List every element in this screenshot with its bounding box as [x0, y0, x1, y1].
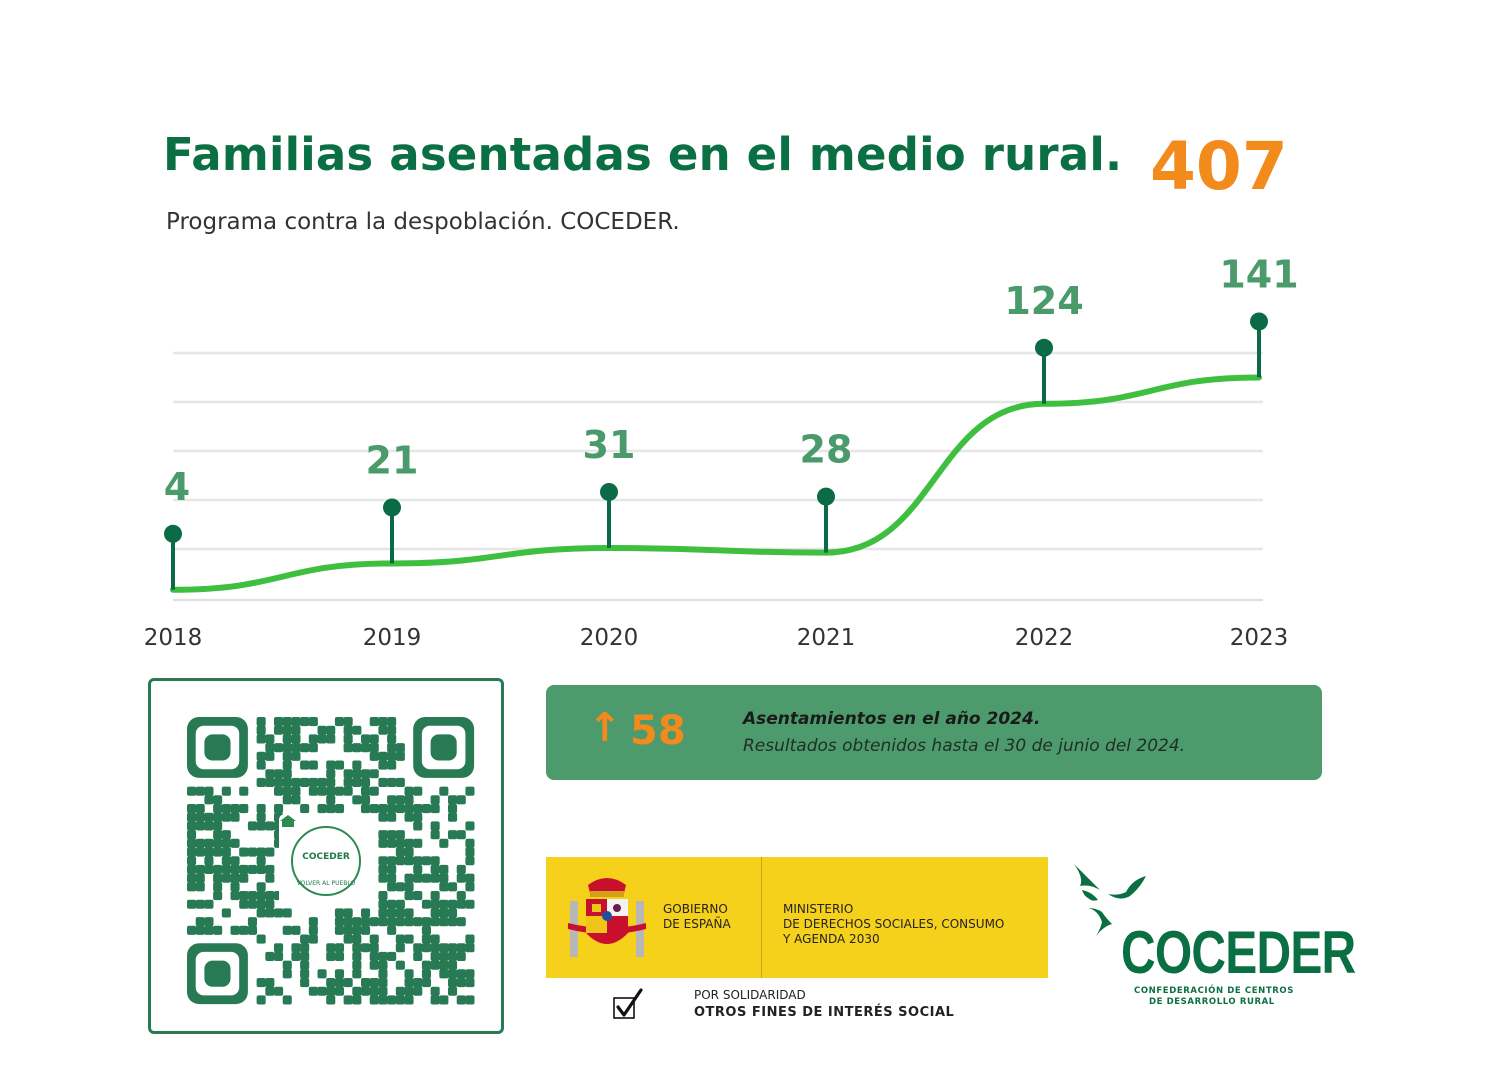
ministry-line3: Y AGENDA 2030 [783, 932, 880, 946]
government-logo: GOBIERNO DE ESPAÑA MINISTERIO DE DERECHO… [546, 857, 1048, 978]
data-point [383, 498, 401, 517]
qr-finder-pattern [187, 943, 248, 1005]
total-value: 407 [1150, 128, 1288, 205]
x-tick-label: 2018 [144, 625, 203, 651]
coceder-logo-text: COCEDER [1121, 919, 1356, 986]
arrow-up-icon: ↑ [588, 705, 622, 751]
x-tick-label: 2021 [797, 625, 856, 651]
qr-badge-tagline: VOLVER AL PUEBLO [296, 880, 356, 887]
checkbox-check-icon [613, 988, 643, 1019]
qr-badge-ring [291, 826, 361, 896]
banner-value: 58 [630, 708, 686, 754]
gov-divider [761, 857, 762, 978]
qr-finder-pattern [187, 717, 248, 778]
qr-finder-pattern [413, 717, 475, 778]
data-label: 31 [583, 423, 636, 467]
data-label: 124 [1004, 279, 1083, 323]
ministry-line1: MINISTERIO [783, 902, 854, 916]
banner-subtitle: Resultados obtenidos hasta el 30 de juni… [743, 736, 1186, 756]
solidarity-line2: OTROS FINES DE INTERÉS SOCIAL [694, 1005, 955, 1020]
x-tick-label: 2022 [1015, 625, 1074, 651]
data-label: 21 [366, 438, 419, 482]
series-line [170, 374, 1262, 593]
data-point [600, 482, 618, 501]
qr-code[interactable]: COCEDER VOLVER AL PUEBLO [148, 678, 504, 1034]
chart-title: Familias asentadas en el medio rural. [163, 128, 1123, 181]
coceder-subtitle-line1: CONFEDERACIÓN DE CENTROS [1134, 986, 1294, 996]
data-label: 4 [164, 465, 190, 509]
x-tick-label: 2019 [363, 625, 422, 651]
coat-of-arms-icon [568, 878, 646, 957]
chart-subtitle: Programa contra la despoblación. COCEDER… [166, 209, 680, 235]
qr-center-logo: COCEDER VOLVER AL PUEBLO [279, 814, 373, 908]
data-point [164, 524, 182, 543]
qr-code-icon [187, 717, 475, 1005]
gov-line1: GOBIERNO [663, 902, 728, 916]
swallows-icon [1074, 864, 1146, 936]
data-point [817, 487, 835, 506]
coceder-subtitle-line2: DE DESARROLLO RURAL [1149, 997, 1275, 1007]
x-tick-label: 2023 [1230, 625, 1289, 651]
x-tick-label: 2020 [580, 625, 639, 651]
gov-line2: DE ESPAÑA [663, 917, 731, 931]
data-label: 28 [800, 428, 853, 472]
line-chart: 4 2018 21 2019 31 2020 28 2021 124 2022 141 2023 [144, 252, 1299, 651]
solidarity-line1: POR SOLIDARIDAD [694, 988, 806, 1002]
ministry-line2: DE DERECHOS SOCIALES, CONSUMO [783, 917, 1005, 931]
data-point [1035, 338, 1053, 357]
data-label: 141 [1219, 252, 1298, 296]
result-banner: ↑ 58 Asentamientos en el año 2024. Resul… [546, 685, 1322, 780]
house-icon [280, 815, 296, 827]
qr-badge-name: COCEDER [302, 852, 350, 862]
data-point [1250, 312, 1268, 331]
banner-title: Asentamientos en el año 2024. [743, 709, 1041, 729]
